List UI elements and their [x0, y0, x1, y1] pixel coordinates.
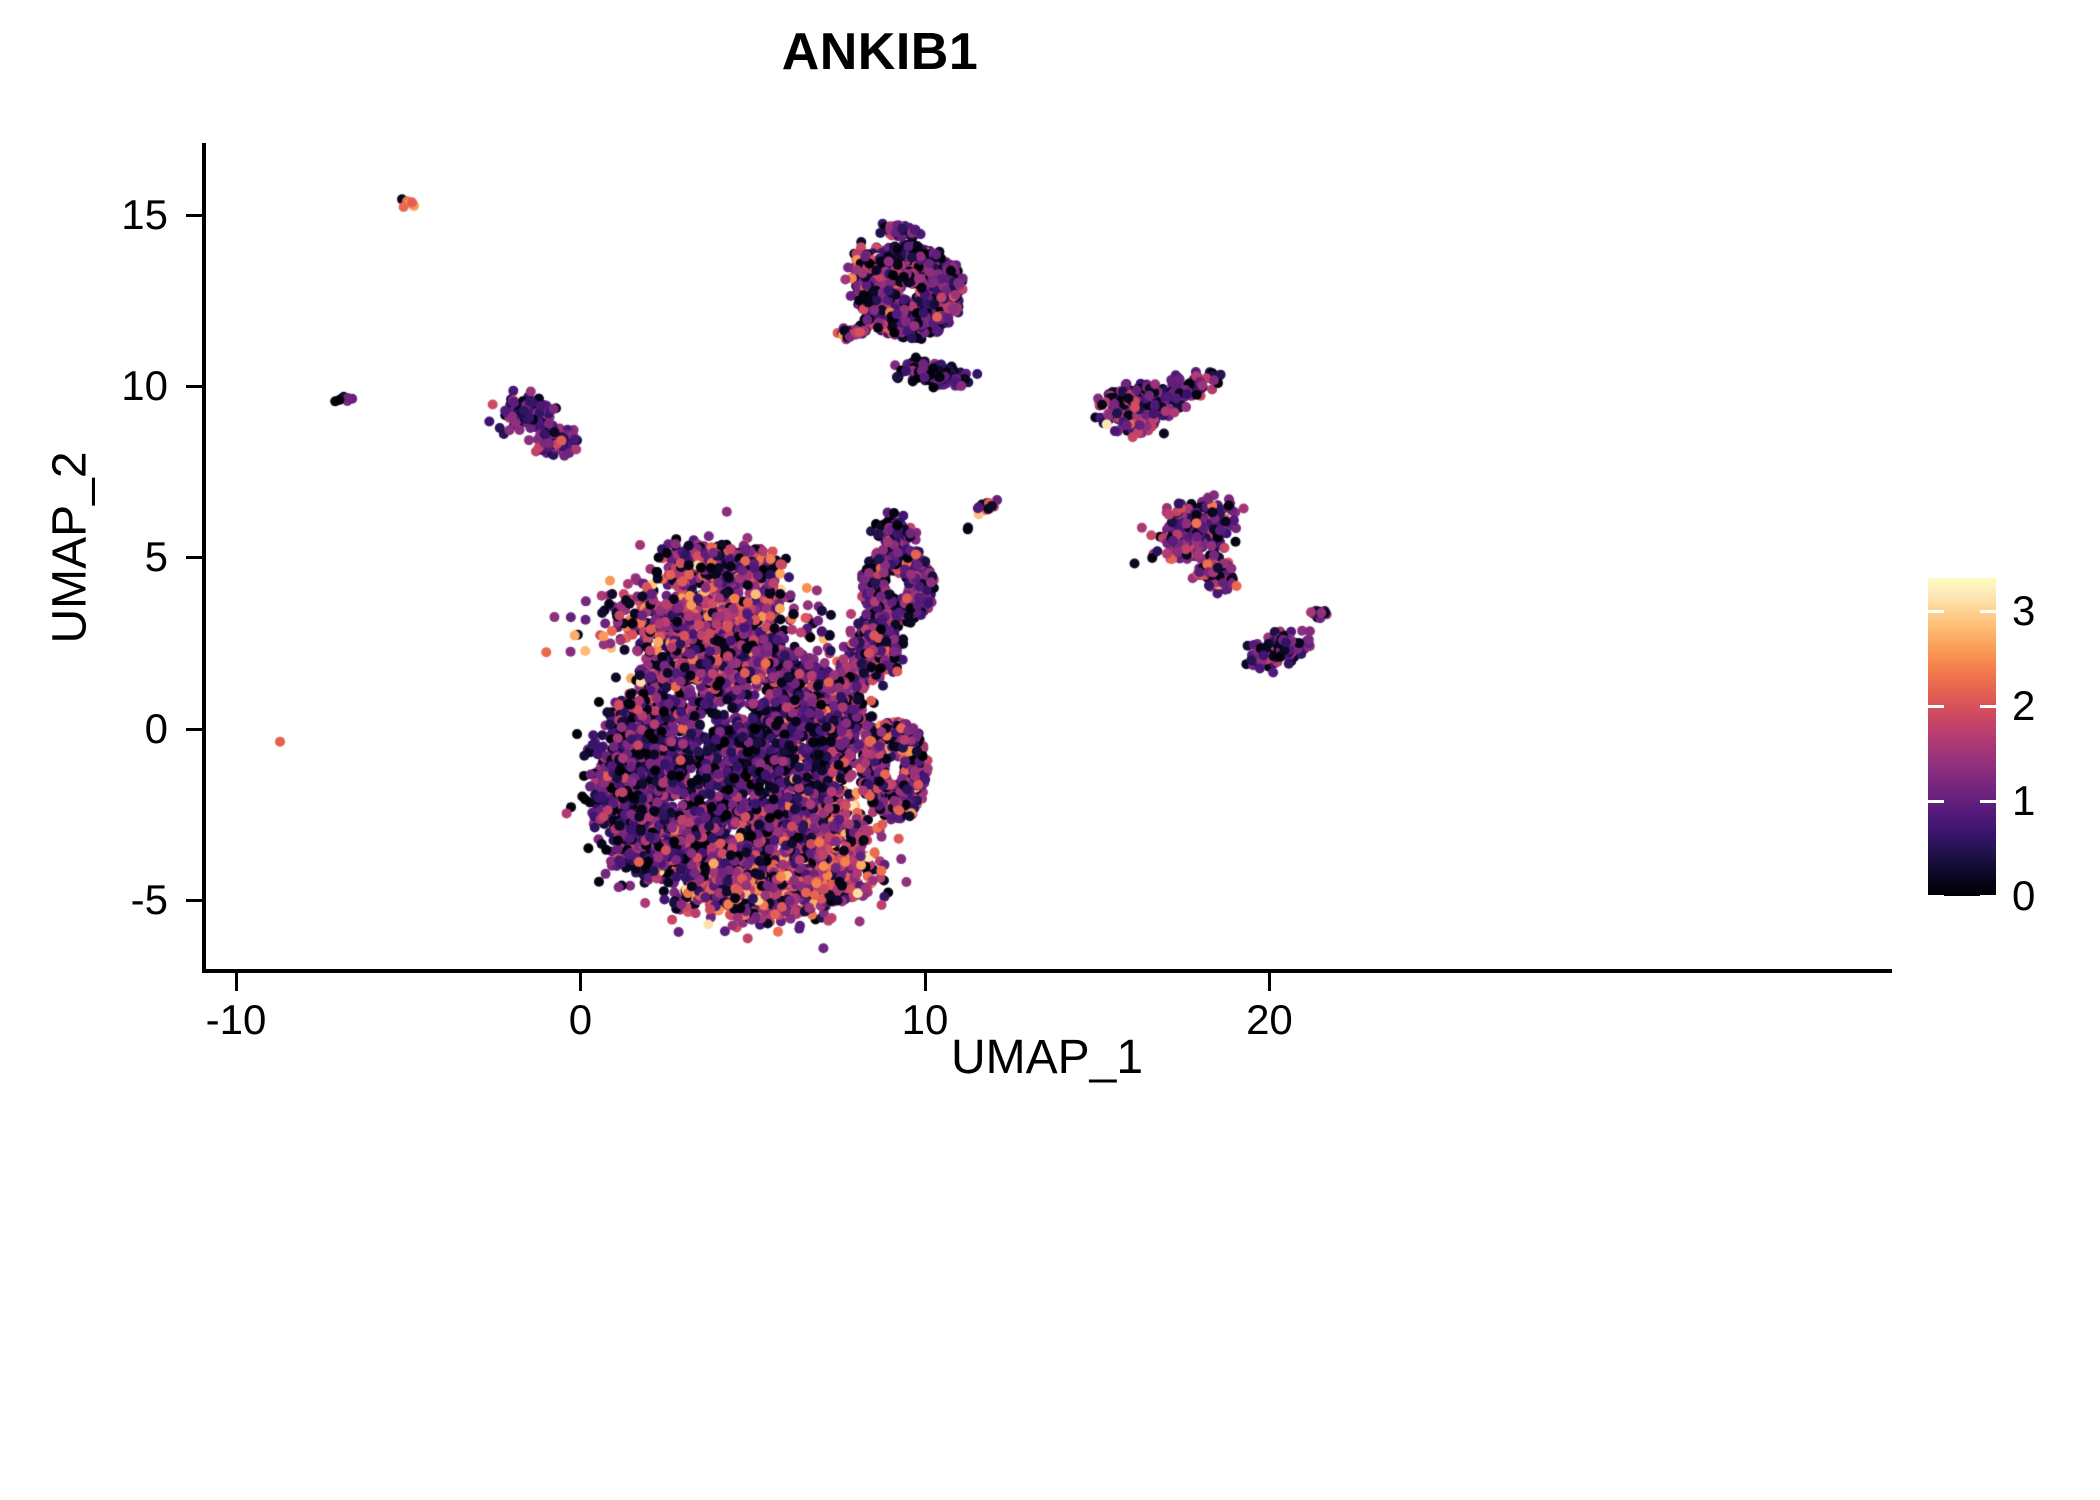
colorbar-tick-mark	[1928, 705, 1996, 709]
x-tick-label: 10	[901, 996, 949, 1043]
colorbar-tick-label: 2	[2012, 682, 2036, 730]
colorbar-gradient	[1928, 578, 1996, 896]
y-axis-title: UMAP_2	[43, 451, 97, 644]
y-tick-mark	[186, 727, 204, 731]
y-tick-label: 15	[121, 190, 168, 238]
y-tick-label: 0	[144, 704, 168, 752]
y-tick-mark	[186, 898, 204, 902]
x-tick-mark	[579, 973, 583, 991]
scatter-points-layer	[205, 143, 1390, 965]
y-tick-label: -5	[130, 875, 168, 923]
colorbar-tick-label: 3	[2012, 587, 2036, 635]
y-tick-mark	[186, 556, 204, 560]
plot-panel	[205, 143, 1390, 965]
y-axis-line	[202, 143, 206, 973]
y-tick-label: 10	[121, 362, 168, 410]
colorbar-tick-mark	[1928, 800, 1996, 804]
x-tick-mark	[1268, 973, 1272, 991]
x-axis-title: UMAP_1	[950, 1031, 1144, 1084]
colorbar-tick-mark	[1928, 895, 1996, 898]
colorbar-tick-label: 1	[2012, 777, 2036, 825]
colorbar-tick-mark	[1928, 610, 1996, 614]
x-tick-mark	[923, 973, 927, 991]
x-tick-label: 0	[568, 996, 593, 1043]
x-axis-line	[202, 969, 1892, 973]
colorbar-legend: 3 2 1 0	[1928, 578, 2098, 917]
x-tick-label: -10	[205, 996, 267, 1043]
x-tick-mark	[235, 973, 238, 991]
y-tick-mark	[186, 213, 204, 217]
x-tick-label: 20	[1246, 996, 1293, 1043]
y-tick-label: 5	[144, 533, 168, 581]
page-title: ANKIB1	[781, 23, 979, 81]
colorbar-tick-label: 0	[2012, 872, 2036, 919]
y-tick-mark	[186, 385, 204, 389]
